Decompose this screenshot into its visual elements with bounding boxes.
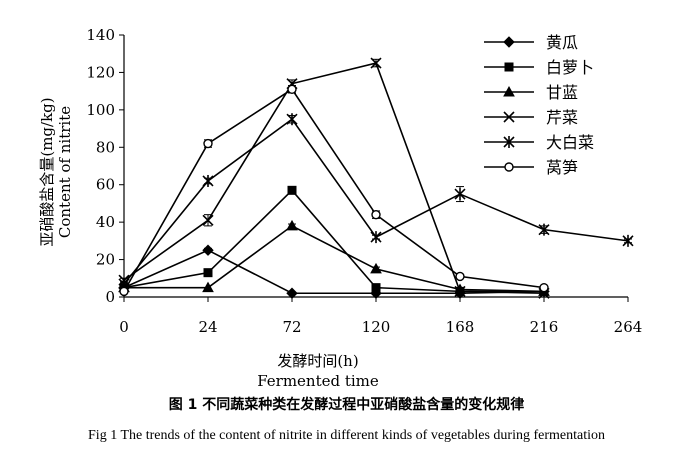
chart-axes: 0 20 40 60 80 100 120 140 0 24 72 120 168 216 264: [86, 26, 642, 336]
x-tick-label: 168: [446, 318, 475, 336]
legend-item: 芹菜: [484, 108, 578, 127]
series-marker-square: [371, 283, 381, 293]
series-marker-x: [202, 214, 214, 226]
series-marker-x: [503, 111, 515, 123]
legend-item: 大白菜: [484, 133, 594, 152]
x-tick-label: 216: [530, 318, 559, 336]
series-marker-diamond: [202, 244, 214, 256]
marker-stroke: [503, 111, 515, 123]
y-tick-label: 120: [86, 63, 115, 81]
series-marker-asterisk: [454, 188, 466, 201]
x-tick-label: 72: [282, 318, 301, 336]
legend-item: 莴笋: [484, 158, 578, 177]
x-tick-label: 0: [119, 318, 129, 336]
series-marker-asterisk: [202, 174, 214, 187]
series-marker-diamond: [286, 287, 298, 299]
marker-stroke: [202, 214, 214, 226]
figure-caption-cn: 图 1 不同蔬菜种类在发酵过程中亚硝酸盐含量的变化规律: [168, 397, 525, 413]
x-axis-label-cn: 发酵时间(h): [277, 352, 358, 370]
x-tick-label: 24: [198, 318, 217, 336]
series-line: [123, 62, 545, 295]
series-marker-triangle: [503, 85, 515, 97]
y-tick-label: 20: [96, 251, 115, 269]
marker-stroke: [454, 285, 466, 297]
y-axis-label-en: Content of nitrite: [56, 106, 74, 238]
series-marker-square: [287, 185, 297, 195]
series-2: [118, 219, 550, 296]
legend-label: 莴笋: [546, 158, 578, 177]
series-marker-circle: [455, 271, 465, 282]
legend-item: 甘蓝: [484, 83, 578, 102]
x-tick-label: 264: [614, 318, 643, 336]
series-line: [123, 88, 545, 292]
legend-label: 白萝卜: [546, 58, 594, 77]
series-marker-x: [454, 285, 466, 297]
series-4: [118, 113, 634, 290]
legend-label: 黄瓜: [546, 33, 578, 52]
y-tick-label: 140: [86, 26, 115, 44]
series-marker-circle: [203, 138, 213, 149]
y-tick-label: 80: [96, 138, 115, 156]
series-marker-circle: [371, 209, 381, 220]
y-tick-label: 0: [105, 288, 115, 306]
series-marker-square: [504, 62, 514, 72]
marker-stroke: [370, 57, 382, 69]
series-marker-asterisk: [370, 231, 382, 244]
y-axis-label-cn: 亚硝酸盐含量(mg/kg): [38, 97, 56, 246]
legend-label: 芹菜: [546, 108, 578, 127]
series-marker-asterisk: [538, 223, 550, 236]
series-marker-triangle: [370, 262, 382, 274]
series-marker-asterisk: [503, 136, 515, 148]
legend-item: 黄瓜: [484, 33, 578, 52]
series-marker-circle: [119, 286, 129, 297]
series-marker-circle: [539, 282, 549, 293]
series-marker-asterisk: [622, 234, 634, 247]
legend-item: 白萝卜: [484, 58, 594, 77]
x-axis-label-en: Fermented time: [257, 372, 379, 390]
series-marker-asterisk: [286, 113, 298, 126]
y-tick-label: 40: [96, 213, 115, 231]
series-lines: [118, 57, 634, 299]
series-line: [124, 224, 545, 293]
series-5: [119, 84, 549, 297]
series-marker-square: [203, 268, 213, 278]
series-marker-x: [370, 57, 382, 69]
series-marker-triangle: [286, 219, 298, 231]
series-marker-circle: [504, 162, 514, 172]
y-tick-label: 60: [96, 176, 115, 194]
x-tick-label: 120: [362, 318, 391, 336]
legend-label: 甘蓝: [546, 83, 578, 102]
series-marker-triangle: [202, 281, 214, 293]
legend-label: 大白菜: [546, 133, 594, 152]
series-marker-circle: [287, 84, 297, 94]
y-tick-label: 100: [86, 101, 115, 119]
series-line: [123, 249, 545, 295]
figure-caption-en: Fig 1 The trends of the content of nitri…: [88, 428, 605, 443]
series-marker-diamond: [503, 36, 515, 48]
